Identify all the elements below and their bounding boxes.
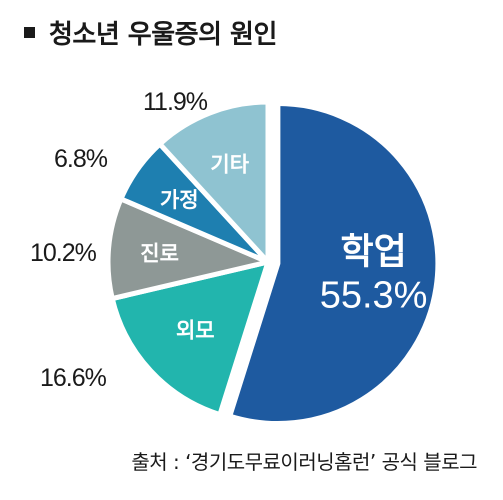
label-other-pct: 11.9% — [143, 88, 208, 116]
pie-slice-study — [227, 101, 441, 426]
source-note: 출처 : ‘경기도무료이러닝홈런’ 공식 블로그 — [131, 450, 477, 474]
slice-pct-study: 55.3% — [320, 275, 428, 317]
slice-label-appearance: 외모 — [176, 318, 215, 342]
slice-label-other: 기타 — [210, 153, 249, 177]
slice-label-family: 가정 — [160, 188, 199, 212]
slice-label-study: 학업 — [340, 232, 406, 273]
title-block: 청소년 우울증의 원인 — [24, 14, 277, 51]
pie-slice-other — [157, 99, 271, 265]
pie-slice-career — [105, 196, 271, 302]
label-appearance-pct: 16.6% — [40, 364, 107, 392]
pie-slice-appearance — [109, 259, 271, 418]
slice-label-career: 진로 — [140, 242, 179, 266]
label-career-pct: 10.2% — [30, 239, 97, 267]
label-family-pct: 6.8% — [54, 145, 108, 173]
title-bullet-icon — [24, 27, 35, 38]
chart-title: 청소년 우울증의 원인 — [49, 20, 277, 50]
